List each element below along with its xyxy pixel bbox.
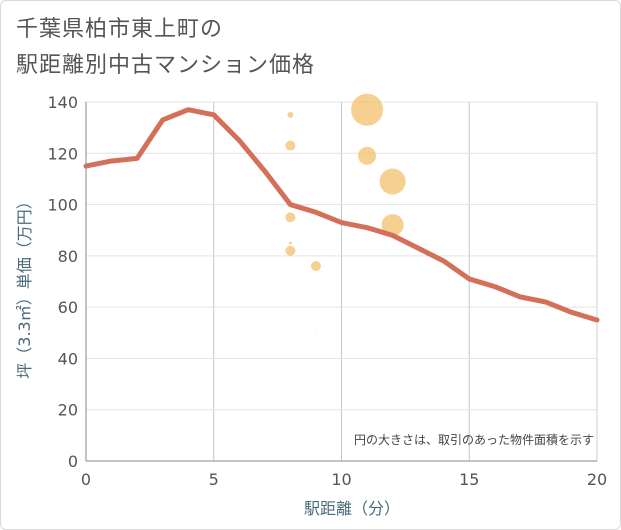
y-tick-label: 0 [68, 452, 78, 471]
scatter-point [285, 245, 296, 256]
y-axis-title: 坪（3.3㎡）単価（万円） [15, 193, 34, 378]
y-tick-label: 40 [58, 349, 78, 368]
scatter-point [358, 146, 377, 165]
scatter-point [315, 332, 317, 334]
x-tick-label: 15 [459, 470, 479, 489]
scatter-point [351, 93, 384, 126]
x-tick-label: 20 [587, 470, 607, 489]
x-tick-label: 10 [331, 470, 351, 489]
scatter-series [285, 93, 406, 334]
chart-title: 千葉県柏市東上町の 駅距離別中古マンション価格 [16, 12, 315, 84]
scatter-point [381, 214, 404, 237]
chart-title-line1: 千葉県柏市東上町の [16, 17, 224, 42]
x-axis-title: 駅距離（分） [304, 499, 400, 518]
chart-note: 円の大きさは、取引のあった物件面積を示す [354, 432, 594, 447]
scatter-point [285, 140, 296, 151]
x-tick-label: 5 [209, 470, 219, 489]
y-tick-label: 120 [47, 144, 78, 163]
grid [85, 101, 598, 462]
axes: 0 5 10 15 20 0 20 40 60 80 100 120 140 [47, 93, 607, 489]
scatter-point [288, 241, 292, 245]
chart-title-line2: 駅距離別中古マンション価格 [16, 53, 316, 78]
y-tick-label: 140 [47, 93, 78, 112]
x-tick-label: 0 [81, 470, 91, 489]
scatter-point [287, 111, 294, 118]
y-tick-label: 80 [58, 247, 78, 266]
line-series [83, 107, 600, 323]
scatter-point [285, 212, 296, 223]
y-tick-label: 20 [58, 401, 78, 420]
average-price-line [83, 107, 600, 323]
scatter-point [310, 261, 321, 272]
scatter-point [379, 168, 406, 195]
y-tick-label: 60 [58, 298, 78, 317]
y-tick-label: 100 [47, 196, 78, 215]
